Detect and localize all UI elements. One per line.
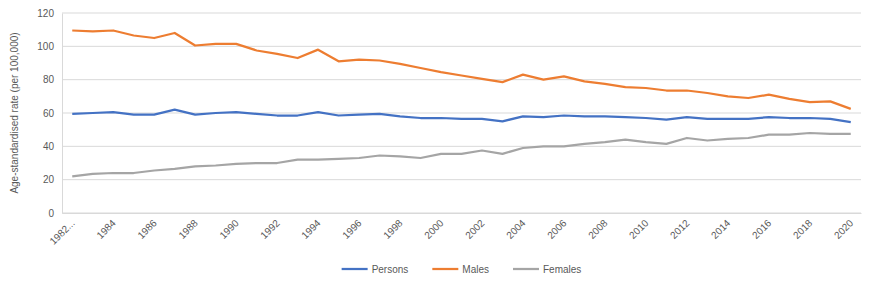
y-tick: 0	[48, 208, 62, 219]
y-tick-label: 60	[43, 108, 55, 119]
legend-item: Males	[432, 264, 489, 275]
y-tick-label: 80	[43, 74, 55, 85]
y-tick-label: 20	[43, 174, 55, 185]
x-tick: 2016	[750, 213, 774, 241]
y-tick: 100	[37, 41, 62, 52]
x-tick-label: 2016	[750, 217, 774, 241]
x-tick-label: 2010	[627, 217, 651, 241]
y-tick-label: 100	[37, 41, 54, 52]
x-tick-label: 1994	[299, 217, 323, 241]
y-tick: 40	[43, 141, 62, 152]
grid-line	[62, 46, 861, 47]
x-tick-label: 1998	[381, 217, 405, 241]
y-tick-label: 40	[43, 141, 55, 152]
x-tick: 1986	[135, 213, 159, 241]
x-tick: 2012	[668, 213, 692, 241]
y-tick: 80	[43, 74, 62, 85]
x-tick-label: 2014	[709, 217, 733, 241]
legend: Persons Males Females	[342, 264, 582, 275]
grid-line	[62, 213, 861, 214]
grid-line	[62, 179, 861, 180]
x-tick-label: 2006	[545, 217, 569, 241]
series-line	[72, 133, 851, 176]
legend-item: Females	[513, 264, 581, 275]
x-tick: 1990	[217, 213, 241, 241]
x-tick-label: 1990	[217, 217, 241, 241]
grid-line	[62, 113, 861, 114]
x-tick: 2014	[709, 213, 733, 241]
grid-line	[62, 79, 861, 80]
x-tick: 1982...	[47, 213, 76, 247]
grid-line	[62, 146, 861, 147]
x-tick-label: 1986	[135, 217, 159, 241]
x-tick: 2008	[586, 213, 610, 241]
legend-label: Females	[543, 264, 581, 275]
series-line	[72, 31, 851, 109]
x-axis: 1982... 1984 1986 1988 1990 1992 1994 1996 1998 2…	[47, 213, 861, 247]
grid	[62, 13, 861, 213]
y-tick: 20	[43, 174, 62, 185]
y-axis-title: Age-standardised rate (per 100,000)	[9, 32, 20, 193]
y-axis: 0 20 40 60 80 100 120	[37, 8, 62, 219]
legend-swatch	[432, 268, 458, 270]
legend-label: Males	[462, 264, 489, 275]
x-tick-label: 2012	[668, 217, 692, 241]
x-tick: 1992	[258, 213, 282, 241]
y-tick-label: 120	[37, 8, 54, 19]
x-tick-label: 1988	[176, 217, 200, 241]
y-tick: 60	[43, 108, 62, 119]
x-tick-label: 1992	[258, 217, 282, 241]
grid-line	[62, 13, 861, 14]
x-tick: 1984	[94, 213, 118, 241]
legend-item: Persons	[342, 264, 409, 275]
x-tick-label: 2004	[504, 217, 528, 241]
x-tick-label: 1996	[340, 217, 364, 241]
x-tick: 2018	[791, 213, 815, 241]
chart: 0204060801001201982...198419861988199019…	[0, 0, 875, 290]
lines	[72, 31, 851, 177]
x-tick-label: 2018	[791, 217, 815, 241]
x-tick: 2004	[504, 213, 528, 241]
x-tick-label: 2008	[586, 217, 610, 241]
x-tick: 2000	[422, 213, 446, 241]
x-tick-label: 2000	[422, 217, 446, 241]
x-axis-line	[63, 213, 862, 214]
x-tick: 2002	[463, 213, 487, 241]
plot: 0204060801001201982...198419861988199019…	[37, 8, 861, 247]
x-tick-label: 1982...	[47, 217, 76, 246]
series-line	[72, 110, 851, 123]
x-tick: 1994	[299, 213, 323, 241]
legend-swatch	[513, 268, 539, 270]
legend-label: Persons	[372, 264, 409, 275]
y-tick-label: 0	[48, 208, 54, 219]
x-tick: 1998	[381, 213, 405, 241]
legend-swatch	[342, 268, 368, 270]
x-tick: 1996	[340, 213, 364, 241]
x-tick-label: 2020	[832, 217, 856, 241]
x-tick: 2010	[627, 213, 651, 241]
x-tick: 2006	[545, 213, 569, 241]
y-axis-line	[62, 14, 63, 214]
y-tick: 120	[37, 8, 62, 19]
x-tick-label: 2002	[463, 217, 487, 241]
x-tick: 2020	[832, 213, 856, 241]
x-tick: 1988	[176, 213, 200, 241]
x-tick-label: 1984	[94, 217, 118, 241]
